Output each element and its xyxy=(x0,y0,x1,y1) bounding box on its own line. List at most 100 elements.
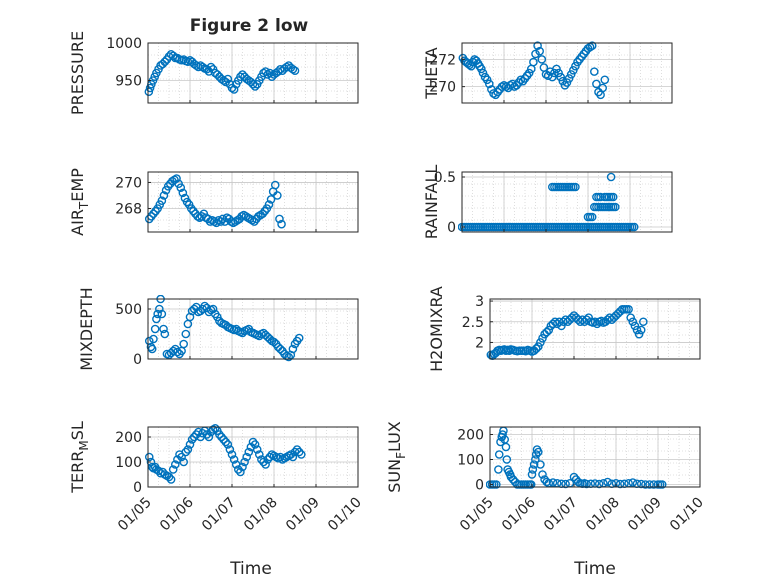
data-point xyxy=(496,437,505,447)
data-point xyxy=(534,342,543,351)
data-point xyxy=(516,75,526,85)
data-point xyxy=(275,214,284,224)
data-point xyxy=(628,478,638,487)
ylabel-h2o-mixing-ratio: H2OMIXRA xyxy=(427,286,446,372)
data-point xyxy=(538,334,547,343)
axes-box xyxy=(147,171,359,233)
data-point xyxy=(603,477,612,487)
ylabel-terrain-msl-rest: SL xyxy=(68,421,87,440)
panel-theta: THETA 270 272 xyxy=(422,41,673,104)
data-point xyxy=(216,217,225,226)
data-point xyxy=(250,82,260,91)
data-point xyxy=(217,432,226,442)
y-tick-label: 2.5 xyxy=(462,315,484,331)
data-point xyxy=(147,462,157,472)
data-point xyxy=(152,314,161,324)
y-tick-label: 200 xyxy=(457,428,484,444)
axes-box xyxy=(461,42,673,104)
data-point xyxy=(275,344,285,354)
data-point xyxy=(215,430,224,439)
data-point xyxy=(562,78,572,87)
data-point xyxy=(592,79,601,89)
data-point xyxy=(649,480,659,489)
y-tick-label: 0 xyxy=(133,352,142,368)
data-point xyxy=(144,87,154,97)
panel-rainfall: RAINFALL 0 0.5 xyxy=(422,165,673,239)
data-point xyxy=(536,460,545,469)
data-point xyxy=(242,452,251,462)
data-point xyxy=(179,55,188,64)
data-point xyxy=(524,68,534,78)
data-point xyxy=(223,74,233,84)
axes-box xyxy=(461,171,673,233)
data-point xyxy=(181,447,191,457)
data-point xyxy=(634,329,644,339)
data-point xyxy=(296,450,306,459)
data-point xyxy=(227,450,237,459)
ylabel-theta: THETA xyxy=(422,47,441,99)
data-point xyxy=(566,70,576,79)
data-point xyxy=(552,64,561,74)
data-point xyxy=(269,337,279,347)
data-point xyxy=(265,452,275,462)
data-point xyxy=(160,57,170,67)
data-point xyxy=(264,200,274,209)
panel-mixdepth: MIXDEPTH 0 500 xyxy=(77,287,359,371)
data-point xyxy=(533,41,542,51)
data-point xyxy=(284,352,294,362)
data-point xyxy=(628,317,638,327)
ylabel-pressure: PRESSURE xyxy=(68,31,87,115)
ylabel-sun-flux-main: SUN xyxy=(385,459,404,493)
data-point xyxy=(529,57,538,67)
data-point xyxy=(290,66,300,76)
panel-air-temp: AIRTEMP 268 270 xyxy=(68,168,359,236)
data-point xyxy=(531,450,541,459)
data-point xyxy=(191,430,201,439)
ylabel-terrain-msl-main: TERR xyxy=(68,451,87,494)
data-point xyxy=(189,206,198,216)
data-point xyxy=(598,83,608,93)
data-point xyxy=(596,192,605,202)
ylabel-air-temp-rest: EMP xyxy=(68,168,87,202)
data-point xyxy=(210,423,220,433)
data-point xyxy=(548,478,558,487)
data-point xyxy=(636,479,646,489)
data-point xyxy=(564,74,574,83)
data-point xyxy=(168,51,178,61)
data-point xyxy=(202,430,212,439)
data-points xyxy=(486,305,648,360)
y-tick-label: 0 xyxy=(475,478,484,494)
data-point xyxy=(608,192,618,202)
xlabel-right: Time xyxy=(573,559,616,579)
ylabel-terrain-msl-sub: M xyxy=(77,440,91,450)
data-point xyxy=(179,457,188,467)
data-point xyxy=(615,479,625,489)
data-point xyxy=(178,188,188,198)
data-point xyxy=(157,196,167,205)
data-point xyxy=(177,452,186,462)
data-point xyxy=(508,475,518,484)
data-points xyxy=(144,49,300,97)
axes-box xyxy=(489,426,701,488)
y-tick-label: 272 xyxy=(429,52,456,68)
data-point xyxy=(531,455,540,464)
data-point xyxy=(529,460,539,469)
data-point xyxy=(249,217,259,226)
data-point xyxy=(489,89,498,98)
data-point xyxy=(150,324,160,334)
data-point xyxy=(288,344,298,354)
data-point xyxy=(144,214,154,224)
data-points xyxy=(486,426,667,489)
data-point xyxy=(149,334,158,344)
data-point xyxy=(501,442,511,452)
data-point xyxy=(632,325,642,335)
data-point xyxy=(277,219,286,229)
data-point xyxy=(260,206,270,216)
data-point xyxy=(225,445,235,454)
data-point xyxy=(218,214,228,224)
data-point xyxy=(606,172,616,182)
data-point xyxy=(219,435,228,444)
ylabel-sun-flux: SUNFLUX xyxy=(385,421,408,493)
data-point xyxy=(263,70,273,79)
